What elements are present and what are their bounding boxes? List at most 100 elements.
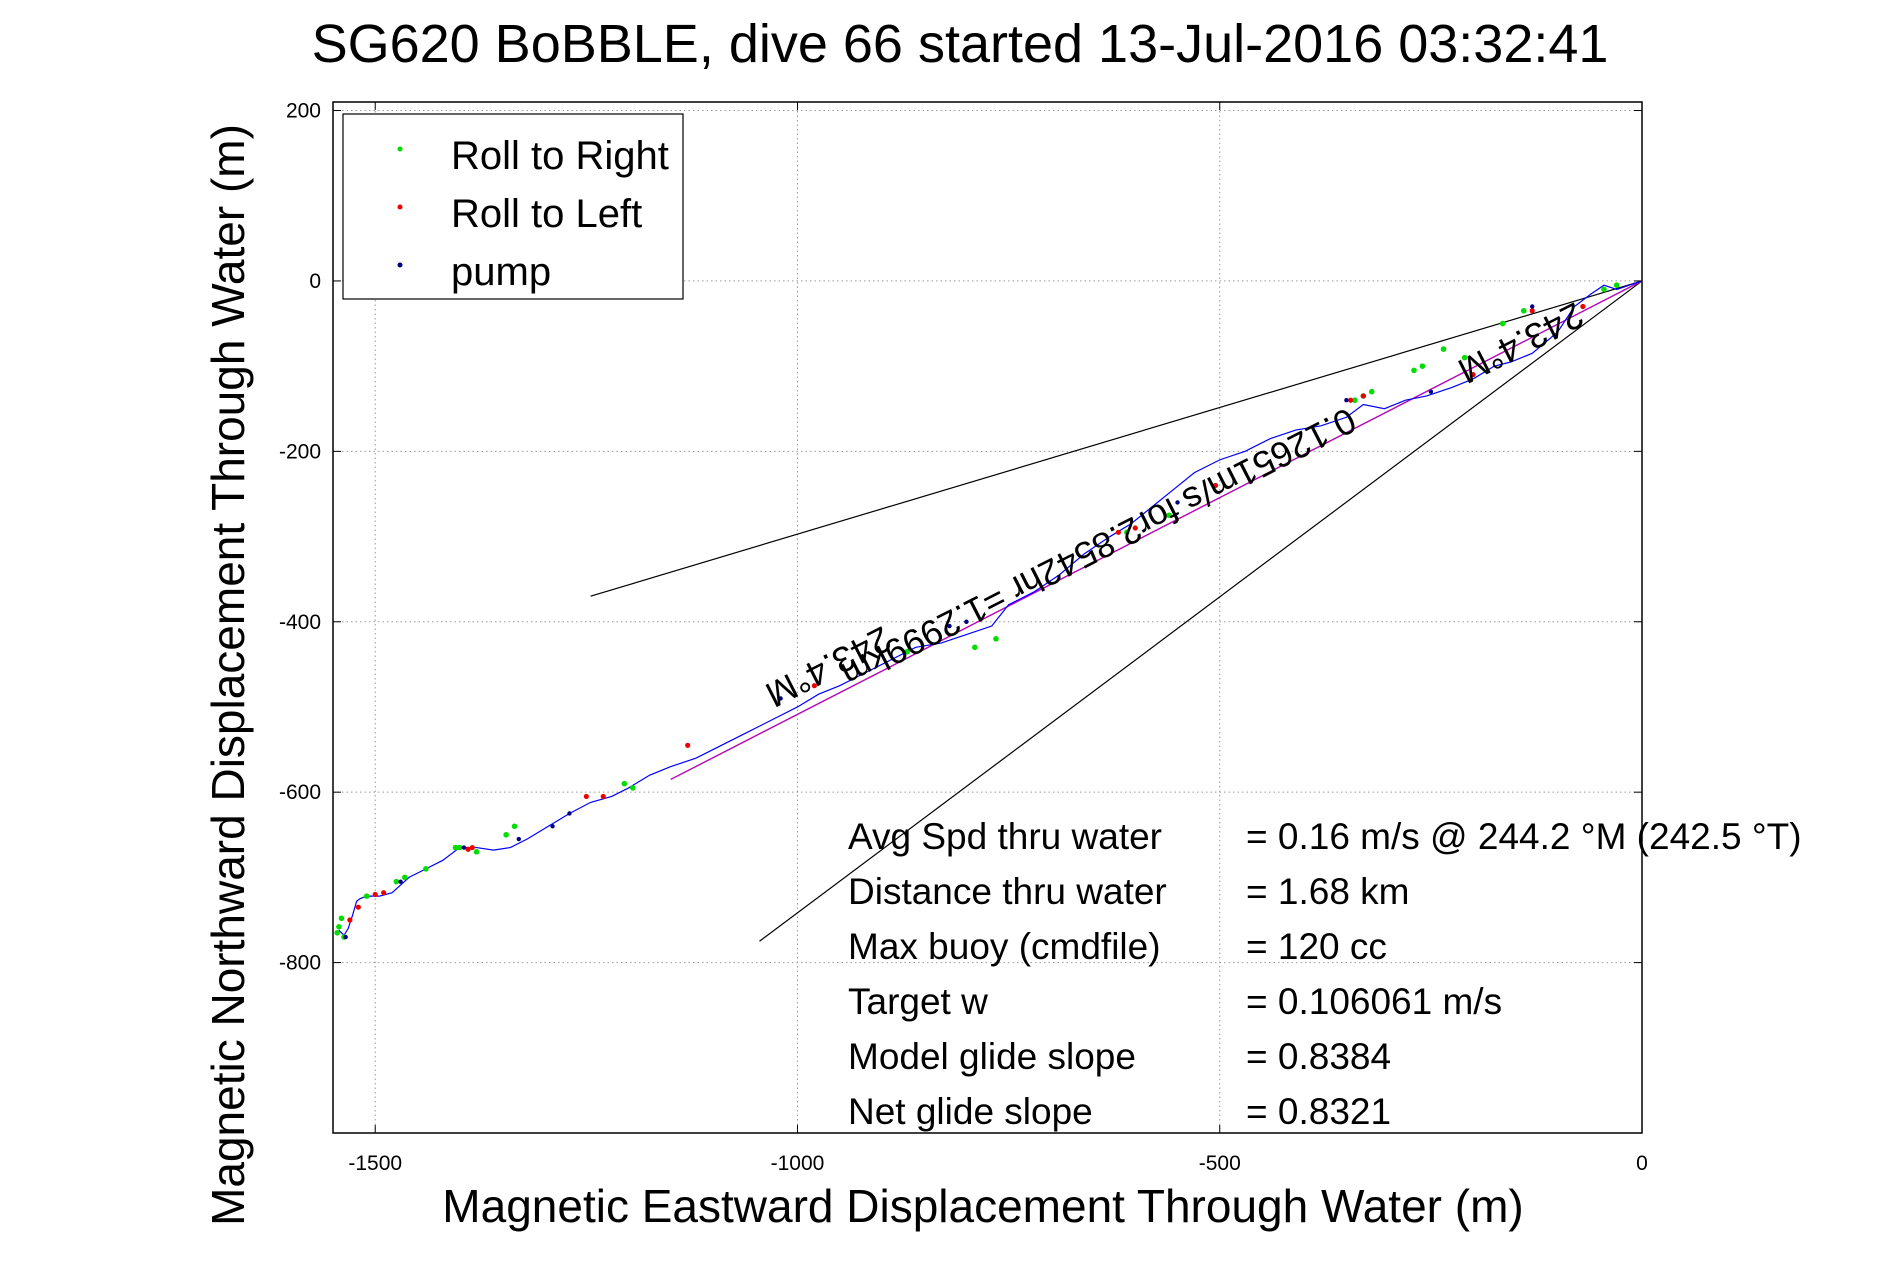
pump-point [1530, 304, 1535, 309]
stat-value: = 0.106061 m/s [1246, 981, 1502, 1022]
legend-label: Roll to Left [451, 192, 642, 236]
stat-value: = 0.8321 [1246, 1091, 1391, 1132]
legend-marker [397, 204, 403, 210]
roll-right-point [1352, 397, 1358, 404]
pump-point [461, 845, 467, 850]
roll-left-point [600, 793, 606, 800]
roll-left-point [347, 917, 353, 923]
pump-point [964, 619, 969, 624]
roll-left-point [811, 683, 817, 689]
legend-label: Roll to Right [451, 134, 669, 178]
roll-left-point [685, 742, 691, 748]
roll-left-point [1115, 529, 1121, 535]
chart-title: SG620 BoBBLE, dive 66 started 13-Jul-201… [312, 14, 1609, 74]
stat-value: = 120 cc [1246, 926, 1387, 967]
y-axis-label: Magnetic Northward Displacement Through … [202, 124, 254, 1226]
roll-right-point [630, 785, 636, 791]
roll-right-point [904, 648, 911, 655]
roll-right-point [338, 915, 345, 922]
roll-right-point [363, 893, 370, 899]
roll-left-point [372, 891, 378, 898]
pump-point [947, 623, 952, 629]
stat-label: Model glide slope [848, 1036, 1136, 1077]
roll-right-point [393, 878, 400, 885]
roll-right-point [1368, 388, 1375, 395]
y-tick-label: 0 [309, 270, 321, 293]
bearing-bound-line [759, 280, 1643, 942]
axis-ticks: -1500 -1000 -500 0 200 0 -200 -400 -600 -800 [279, 100, 1648, 1175]
roll-left-point [1470, 372, 1476, 378]
plot-frame [332, 101, 1643, 1134]
roll-right-point [423, 866, 429, 872]
pump-point [343, 934, 348, 940]
roll-right-point [1124, 529, 1130, 536]
y-tick-label: -600 [279, 781, 321, 804]
roll-left-point [1212, 482, 1219, 489]
roll-right-point [1166, 512, 1172, 519]
roll-right-point [1499, 320, 1506, 327]
stat-label: Target w [848, 981, 988, 1022]
pump-point [778, 696, 783, 701]
roll-right-point [1613, 282, 1620, 288]
stat-label: Net glide slope [848, 1091, 1093, 1132]
legend-marker [397, 262, 403, 268]
x-tick-label: -1500 [348, 1152, 402, 1175]
legend-marker [397, 146, 403, 152]
x-tick-label: -1000 [771, 1152, 825, 1175]
roll-right-point [456, 844, 463, 851]
pump-point [550, 824, 555, 829]
roll-left-point [583, 793, 589, 800]
pump-point [1428, 389, 1434, 394]
roll-right-point [336, 924, 342, 930]
roll-right-point [503, 831, 509, 838]
roll-left-point [381, 890, 387, 896]
legend-label: pump [451, 250, 551, 294]
y-tick-label: 200 [286, 100, 321, 123]
stat-label: Avg Spd thru water [848, 816, 1162, 857]
legend: Roll to Right Roll to Left pump [342, 113, 684, 300]
roll-left-point [469, 844, 475, 851]
pump-point [398, 879, 403, 884]
pump-point [1344, 398, 1349, 403]
roll-left-point [1360, 393, 1366, 399]
roll-left-point [1132, 525, 1138, 531]
x-axis-label: Magnetic Eastward Displacement Through W… [442, 1180, 1523, 1232]
reference-lines [590, 280, 1643, 942]
roll-right-point [993, 636, 999, 642]
y-tick-label: -400 [279, 611, 321, 634]
track-line [338, 280, 1643, 937]
stat-value: = 1.68 km [1246, 871, 1410, 912]
roll-right-point [511, 823, 518, 830]
roll-right-point [1520, 307, 1527, 314]
roll-right-point [1461, 354, 1468, 361]
stat-value: = 0.8384 [1246, 1036, 1391, 1077]
y-tick-label: -200 [279, 440, 321, 463]
roll-left-point [465, 846, 471, 852]
pump-point [516, 836, 521, 842]
roll-right-point [452, 844, 459, 851]
y-tick-label: -800 [279, 952, 321, 975]
roll-right-point [401, 874, 408, 881]
roll-right-point [972, 644, 978, 651]
x-tick-label: -500 [1199, 1152, 1241, 1175]
mean-course-line-magenta [670, 280, 1643, 780]
roll-pump-markers [334, 282, 1620, 940]
roll-right-point [621, 780, 628, 787]
x-tick-label: 0 [1636, 1152, 1648, 1175]
bearing-bound-line [590, 280, 1643, 597]
roll-left-point [355, 904, 361, 910]
roll-right-point [1419, 363, 1426, 369]
roll-right-point [1440, 346, 1447, 352]
roll-right-point [1411, 367, 1417, 374]
roll-left-point [1580, 303, 1586, 310]
track-series [338, 280, 1643, 937]
stat-label: Distance thru water [848, 871, 1167, 912]
pump-point [1175, 500, 1180, 505]
roll-left-point [1348, 397, 1354, 403]
roll-right-point [334, 929, 341, 936]
roll-right-point [473, 849, 480, 855]
pump-point [567, 811, 572, 816]
roll-right-point [1601, 286, 1607, 293]
